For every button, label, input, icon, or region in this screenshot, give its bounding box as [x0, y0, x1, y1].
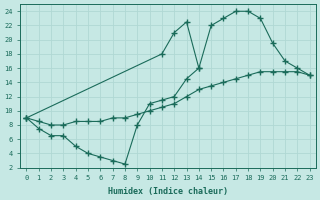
X-axis label: Humidex (Indice chaleur): Humidex (Indice chaleur)	[108, 187, 228, 196]
